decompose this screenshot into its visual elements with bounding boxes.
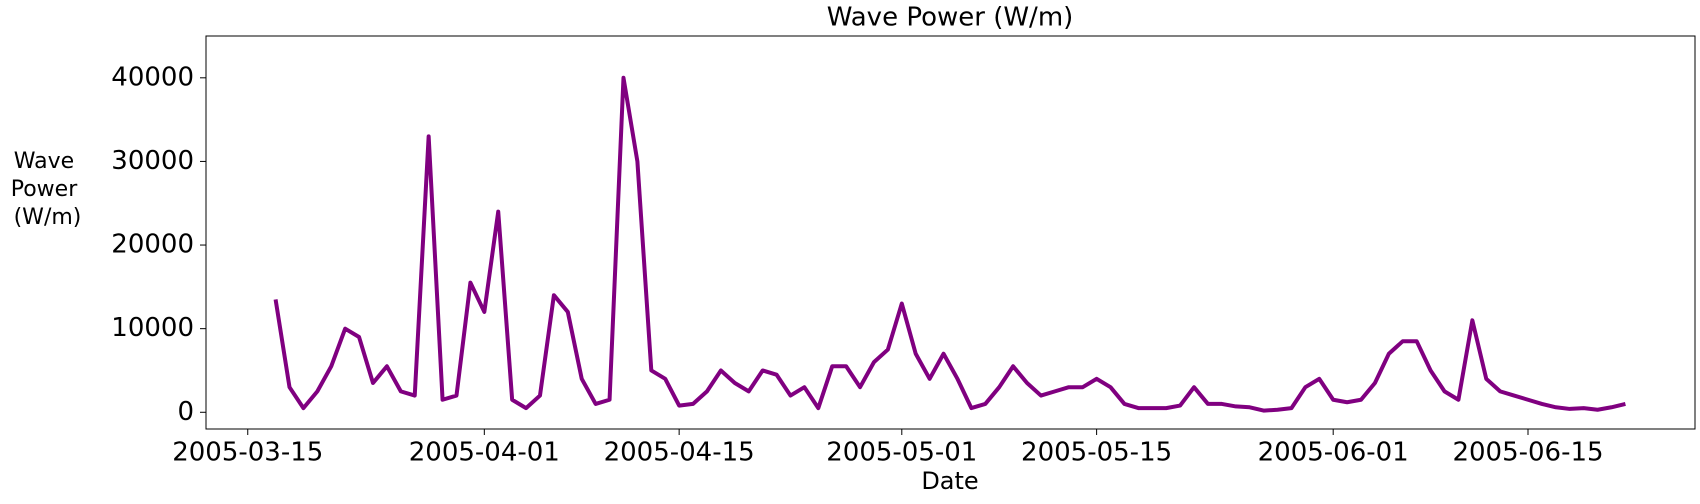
y-tick-label: 20000 (111, 230, 194, 260)
chart-title: Wave Power (W/m) (827, 3, 1074, 33)
x-tick-label: 2005-03-15 (172, 438, 323, 468)
y-tick-label: 10000 (111, 313, 194, 343)
y-tick-label: 30000 (111, 146, 194, 176)
x-tick-label: 2005-05-01 (826, 438, 977, 468)
x-tick-label: 2005-06-15 (1452, 438, 1603, 468)
y-axis-label: Wave Power (W/m) (10, 149, 82, 230)
x-tick-label: 2005-04-01 (409, 438, 560, 468)
x-axis-label: Date (921, 467, 978, 495)
data-line (273, 75, 1626, 413)
plot-frame (205, 35, 1696, 430)
x-tick-label: 2005-05-15 (1021, 438, 1172, 468)
x-tick-label: 2005-06-01 (1258, 438, 1409, 468)
y-tick-label: 0 (177, 397, 194, 427)
x-tick-label: 2005-04-15 (604, 438, 755, 468)
y-tick-label: 40000 (111, 62, 194, 92)
